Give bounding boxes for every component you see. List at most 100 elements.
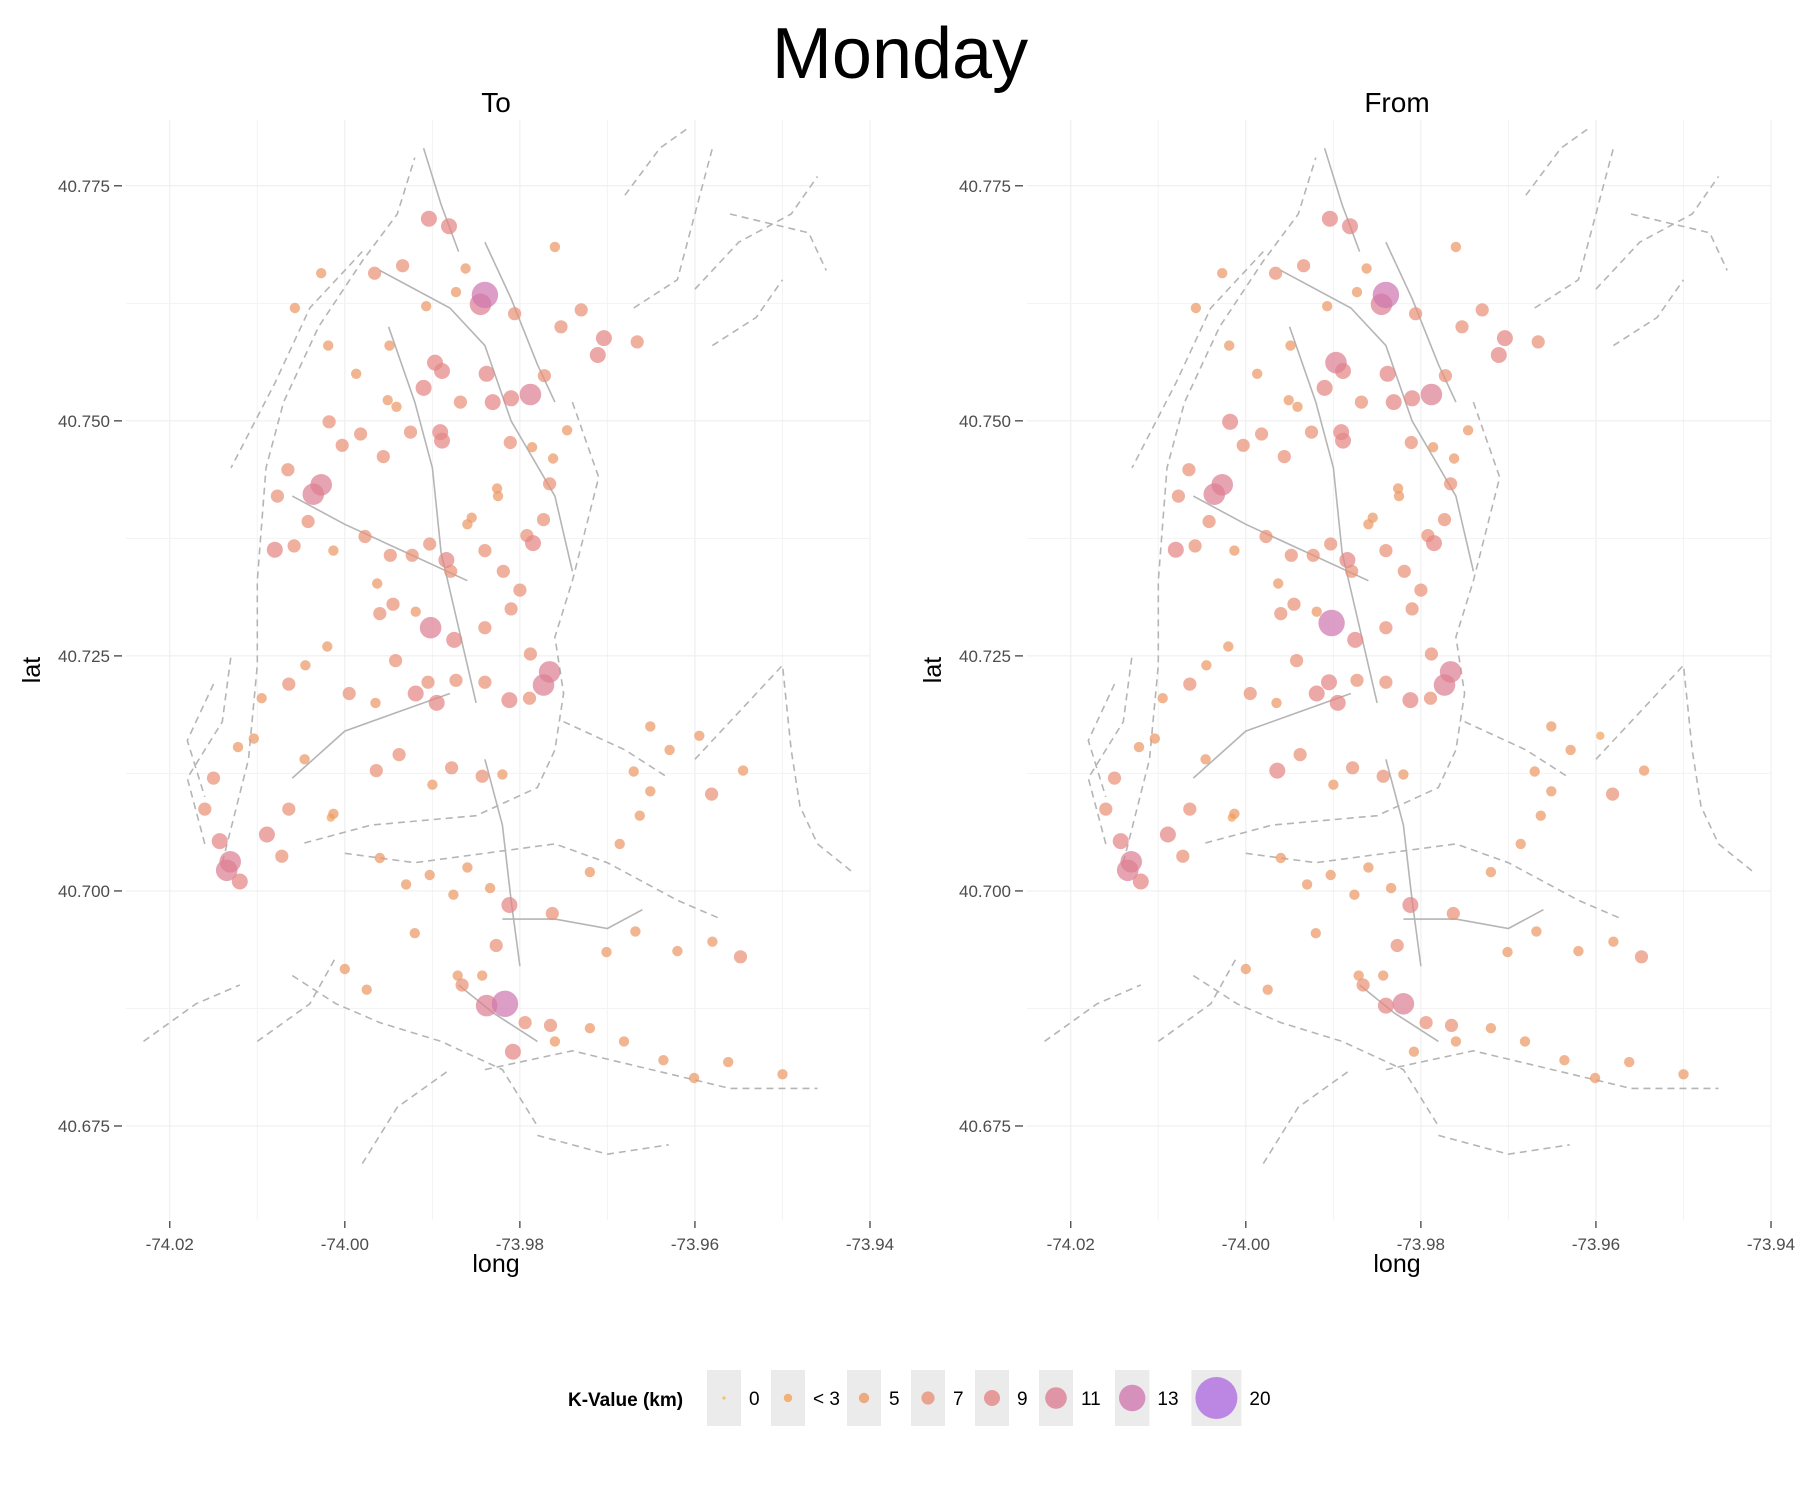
- station-point: [316, 268, 327, 279]
- station-point: [645, 786, 656, 797]
- station-point: [1455, 320, 1469, 334]
- street-line: [1262, 1068, 1352, 1165]
- street-line: [186, 655, 232, 845]
- station-point: [1287, 597, 1301, 611]
- street-line: [502, 908, 643, 930]
- station-point: [342, 686, 356, 701]
- station-point: [1255, 427, 1269, 441]
- station-point: [441, 218, 457, 235]
- street-line: [1630, 213, 1728, 271]
- station-point: [545, 906, 559, 921]
- station-point: [1329, 694, 1346, 711]
- station-point: [1356, 978, 1370, 992]
- street-line: [1595, 175, 1720, 290]
- legend-entry: 0: [707, 1370, 760, 1426]
- station-point: [1346, 761, 1360, 775]
- station-point: [258, 826, 275, 843]
- station-point: [496, 564, 510, 578]
- station-point: [1236, 438, 1250, 452]
- station-point: [478, 365, 495, 382]
- street-line: [484, 759, 521, 967]
- station-point: [733, 950, 748, 964]
- station-point: [664, 744, 675, 756]
- station-point: [287, 539, 301, 553]
- station-point: [1485, 866, 1497, 878]
- station-point: [532, 674, 555, 696]
- x-tick-label: -73.98: [496, 1235, 544, 1254]
- station-point: [492, 490, 504, 502]
- station-point: [1311, 606, 1322, 617]
- street-line: [1192, 495, 1369, 582]
- station-point: [370, 697, 381, 709]
- station-point: [574, 303, 588, 317]
- station-point: [672, 945, 683, 957]
- panel-title-to: To: [481, 87, 511, 118]
- station-point: [1372, 281, 1400, 309]
- station-point: [513, 583, 527, 597]
- x-tick-label: -73.94: [846, 1235, 894, 1254]
- station-point: [211, 833, 228, 850]
- station-point: [595, 330, 612, 347]
- station-point: [1404, 435, 1418, 450]
- station-point: [351, 368, 362, 379]
- station-point: [630, 926, 641, 937]
- station-point: [1308, 685, 1325, 702]
- station-point: [1301, 879, 1313, 890]
- station-point: [405, 548, 419, 562]
- station-point: [503, 435, 517, 450]
- station-point: [1624, 1056, 1635, 1068]
- figure-title: Monday: [772, 14, 1028, 94]
- station-point: [1316, 379, 1333, 396]
- station-point: [484, 882, 496, 894]
- station-point: [1325, 351, 1347, 374]
- street-line: [291, 974, 539, 1127]
- station-point: [561, 425, 573, 436]
- station-point: [1426, 535, 1442, 552]
- station-point: [448, 889, 459, 900]
- street-line: [361, 1068, 451, 1165]
- legend-label: 9: [1017, 1389, 1028, 1410]
- station-point: [1353, 970, 1364, 981]
- legend-key-point: [1045, 1387, 1067, 1409]
- x-tick-label: -73.98: [1397, 1235, 1445, 1254]
- station-point: [1361, 263, 1372, 274]
- station-point: [1437, 513, 1452, 527]
- station-point: [1397, 564, 1411, 578]
- y-tick-label: 40.775: [58, 177, 110, 196]
- station-point: [1546, 786, 1557, 797]
- station-point: [1167, 541, 1184, 558]
- station-point: [1188, 539, 1202, 553]
- station-point: [601, 946, 612, 958]
- scatter-points: [1099, 210, 1689, 1084]
- station-point: [584, 866, 596, 878]
- station-point: [328, 808, 339, 819]
- station-point: [1292, 401, 1303, 412]
- station-point: [1345, 564, 1359, 578]
- legend-entry: 7: [911, 1370, 964, 1426]
- station-point: [1420, 383, 1443, 406]
- street-line: [186, 683, 215, 798]
- station-point: [1363, 862, 1374, 873]
- station-point: [1379, 621, 1393, 635]
- x-axis-label-to: long: [472, 1250, 519, 1278]
- y-tick-label: 40.725: [959, 647, 1011, 666]
- station-point: [323, 340, 334, 351]
- y-tick-label: 40.675: [959, 1117, 1011, 1136]
- station-point: [526, 442, 538, 453]
- station-point: [445, 761, 459, 775]
- station-point: [328, 545, 339, 556]
- station-point: [282, 802, 296, 816]
- station-point: [694, 730, 705, 741]
- station-point: [1290, 654, 1304, 668]
- station-point: [723, 1056, 734, 1068]
- station-point: [1678, 1069, 1689, 1080]
- y-tick-label: 40.700: [58, 882, 110, 901]
- station-point: [392, 748, 406, 762]
- station-point: [1159, 826, 1176, 843]
- street-line: [291, 692, 451, 779]
- station-point: [688, 1072, 700, 1084]
- legend-key-point: [722, 1396, 726, 1400]
- street-line: [1192, 974, 1440, 1127]
- station-point: [302, 483, 325, 506]
- station-point: [339, 963, 350, 975]
